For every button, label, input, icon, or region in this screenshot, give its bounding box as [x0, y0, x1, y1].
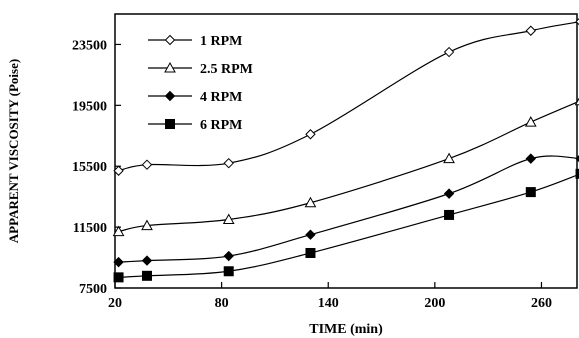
x-tick-label: 20	[108, 296, 122, 311]
data-point	[141, 219, 153, 231]
data-point	[443, 188, 455, 199]
data-point	[304, 196, 317, 208]
data-point	[525, 187, 536, 198]
data-point	[575, 168, 579, 179]
data-point	[443, 46, 455, 58]
x-tick-label: 200	[424, 296, 445, 311]
legend-marker	[164, 90, 176, 102]
data-point	[305, 247, 316, 258]
legend-label: 1 RPM	[200, 34, 242, 49]
legend-marker	[165, 119, 175, 129]
data-point	[222, 213, 235, 224]
data-point	[112, 225, 125, 237]
legend-item: 6 RPM	[148, 118, 242, 133]
plot-frame	[114, 13, 578, 289]
series-4	[113, 168, 579, 283]
data-point	[141, 255, 153, 266]
legend-label: 6 RPM	[200, 118, 242, 133]
y-tick-label: 11500	[73, 221, 107, 236]
data-point	[305, 229, 316, 240]
legend: 1 RPM 2.5 RPM 4 RPM 6 RPM	[148, 34, 253, 133]
x-axis-title: TIME (min)	[309, 322, 383, 337]
series-3	[113, 153, 579, 268]
data-point	[141, 270, 152, 281]
legend-label: 2.5 RPM	[200, 62, 253, 77]
plot-area	[112, 13, 579, 289]
data-point	[141, 159, 153, 170]
y-tick-label: 15500	[72, 160, 107, 175]
legend-marker	[164, 34, 176, 46]
legend-marker	[164, 61, 176, 73]
x-tick-label: 140	[318, 296, 339, 311]
data-point	[574, 97, 579, 106]
legend-item: 1 RPM	[148, 34, 242, 49]
data-point	[443, 152, 455, 164]
y-tick-label: 7500	[79, 282, 107, 297]
data-point	[305, 129, 316, 140]
data-point	[113, 256, 124, 268]
data-point	[575, 154, 579, 163]
series-1	[113, 17, 579, 176]
data-point	[444, 209, 455, 220]
legend-item: 2.5 RPM	[148, 61, 253, 77]
y-tick-label: 23500	[72, 38, 107, 53]
data-point	[113, 165, 124, 176]
data-point	[525, 153, 537, 164]
series-line	[118, 173, 579, 278]
x-axis: 20 80 140 200 260	[108, 282, 552, 311]
legend-item: 4 RPM	[148, 90, 242, 105]
y-axis: 7500 11500 15500 19500 23500	[72, 38, 121, 297]
data-point	[113, 272, 124, 283]
series-group	[112, 17, 579, 283]
series-2	[112, 97, 579, 237]
x-tick-label: 260	[531, 296, 552, 311]
data-point	[223, 266, 234, 277]
series-line	[118, 155, 579, 263]
legend-label: 4 RPM	[200, 90, 242, 105]
data-point	[524, 116, 537, 127]
data-point	[525, 25, 537, 36]
data-point	[575, 17, 579, 26]
series-line	[118, 100, 579, 233]
x-tick-label: 80	[215, 296, 229, 311]
data-point	[223, 250, 234, 262]
data-point	[223, 157, 234, 169]
y-axis-title: APPARENT VISCOSITY (Poise)	[6, 59, 21, 243]
y-tick-label: 19500	[72, 99, 107, 114]
